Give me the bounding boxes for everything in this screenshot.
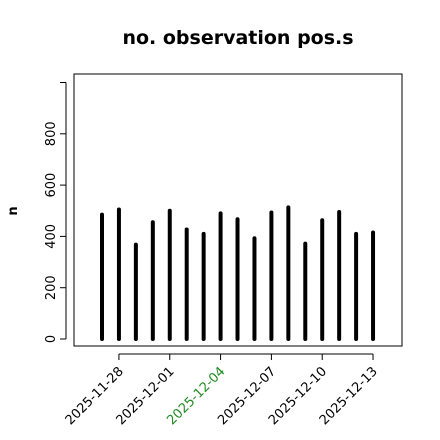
plot-frame (73, 73, 403, 347)
y-axis-label: n (6, 206, 21, 215)
y-ticks: 0 200 400 600 800 (44, 82, 66, 343)
y-tick-label: 600 (44, 173, 59, 198)
y-tick-label: 400 (44, 224, 59, 249)
x-ticks: 2025-11-282025-12-012025-12-042025-12-07… (63, 354, 381, 428)
y-tick-label: 800 (44, 121, 59, 146)
chart-title: no. observation pos.s (122, 27, 353, 49)
y-tick-label: 0 (44, 335, 59, 343)
y-tick-label: 200 (44, 275, 59, 300)
bars (100, 205, 376, 341)
